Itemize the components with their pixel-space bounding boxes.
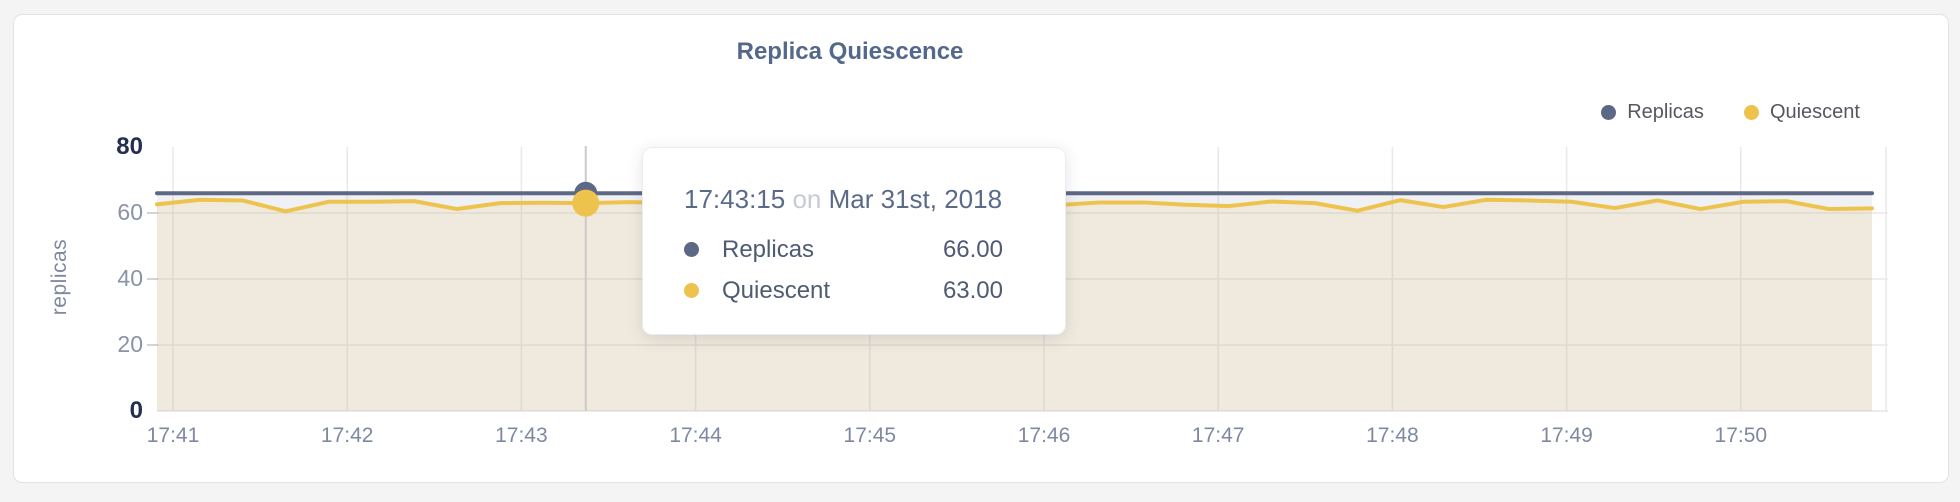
y-tick-label: 40: [117, 265, 143, 291]
x-tick-label: 17:50: [1714, 424, 1768, 447]
tooltip-time: 17:43:15: [684, 184, 786, 214]
legend-item-replicas[interactable]: Replicas: [1601, 101, 1704, 124]
x-tick-label: 17:42: [320, 424, 374, 447]
tooltip-series-dot-icon: [684, 283, 699, 298]
legend-label: Quiescent: [1769, 101, 1860, 123]
y-tick-label: 60: [117, 199, 143, 225]
tooltip-header: 17:43:15 on Mar 31st, 2018: [684, 184, 1003, 215]
legend-dot-icon: [1743, 105, 1759, 120]
tooltip-series-value: 63.00: [942, 276, 1003, 304]
tooltip-series-label: Replicas: [722, 235, 815, 263]
tooltip-date: Mar 31st, 2018: [828, 184, 1003, 214]
legend-label: Replicas: [1627, 101, 1704, 123]
legend-item-quiescent[interactable]: Quiescent: [1743, 101, 1860, 124]
x-tick-label: 17:49: [1540, 424, 1593, 447]
tooltip-rows: Replicas 66.00 Quiescent 63.00: [684, 229, 1003, 311]
tooltip-series-dot-icon: [684, 242, 699, 257]
chart-legend: Replicas Quiescent: [1601, 101, 1860, 124]
x-tick-label: 17:44: [669, 424, 722, 447]
tooltip-series-label: Quiescent: [722, 276, 831, 304]
x-tick-label: 17:46: [1017, 424, 1071, 447]
tooltip-row-quiescent: Quiescent 63.00: [684, 270, 1003, 311]
hover-point-quiescent[interactable]: [572, 189, 600, 217]
y-tick-label: 20: [117, 331, 143, 357]
x-tick-label: 17:48: [1366, 424, 1419, 447]
hover-tooltip: 17:43:15 on Mar 31st, 2018 Replicas 66.00…: [642, 147, 1066, 335]
tooltip-conjunction: on: [792, 184, 822, 214]
legend-dot-icon: [1601, 105, 1617, 120]
tooltip-row-replicas: Replicas 66.00: [684, 229, 1003, 270]
x-tick-label: 17:41: [146, 424, 200, 447]
y-tick-label: 0: [129, 397, 143, 424]
x-tick-label: 17:43: [495, 424, 548, 447]
tooltip-series-value: 66.00: [942, 235, 1003, 263]
chart-title: Replica Quiescence: [736, 38, 964, 65]
x-tick-label: 17:47: [1191, 424, 1245, 447]
y-tick-label: 80: [116, 133, 143, 160]
x-tick-label: 17:45: [843, 424, 897, 447]
